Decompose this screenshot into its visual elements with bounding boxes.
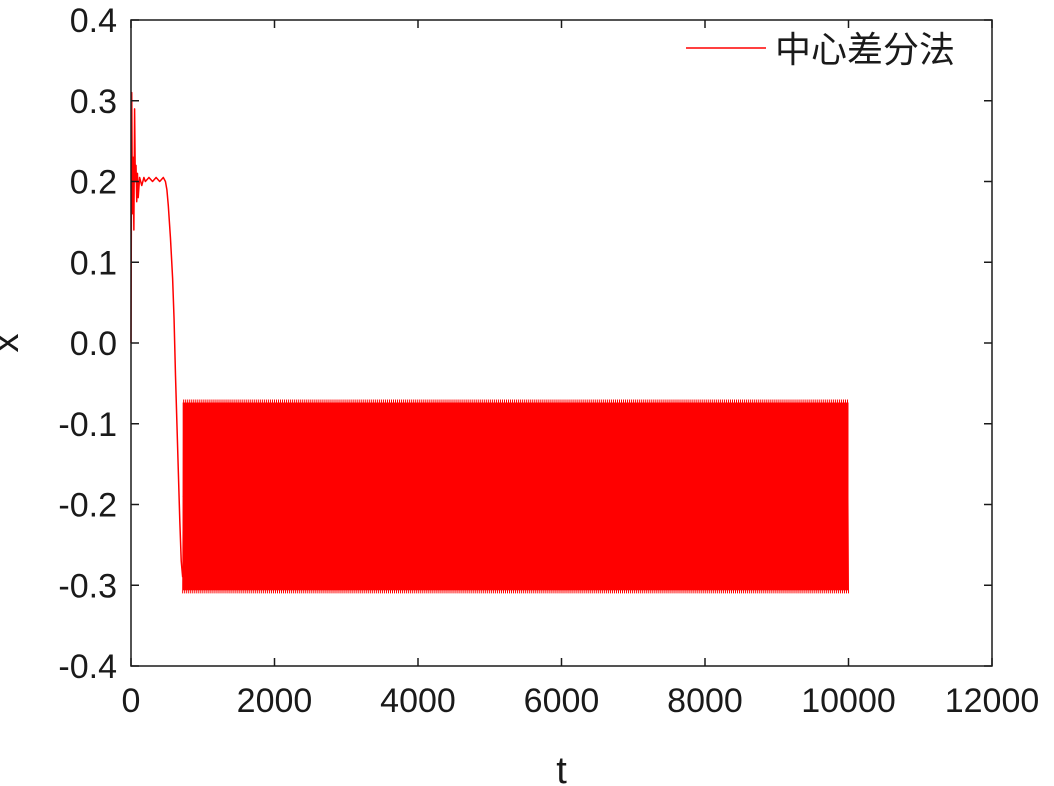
x-axis-label: t <box>556 750 567 786</box>
x-tick-label: 0 <box>122 682 141 720</box>
x-tick-label: 12000 <box>945 682 1040 720</box>
y-tick-label: 0.0 <box>70 325 117 363</box>
legend: 中心差分法 <box>686 30 955 71</box>
series-oscillation <box>182 399 849 594</box>
axis-ticks: 0 2000 4000 6000 8000 10000 12000 0.4 0.3 0.2 0.1 0… <box>58 2 1039 720</box>
y-tick-label: 0.3 <box>70 83 117 121</box>
x-tick-label: 8000 <box>667 682 743 720</box>
x-tick-label: 6000 <box>524 682 600 720</box>
legend-label: 中心差分法 <box>775 30 955 71</box>
y-tick-label: 0.4 <box>70 2 117 40</box>
y-tick-label: -0.4 <box>58 648 117 686</box>
y-tick-label: -0.3 <box>58 567 117 605</box>
y-tick-label: 0.2 <box>70 164 117 202</box>
y-tick-label: -0.2 <box>58 487 117 525</box>
y-tick-label: 0.1 <box>70 244 117 282</box>
x-tick-label: 4000 <box>380 682 456 720</box>
y-axis-label: x <box>0 334 27 353</box>
x-tick-label: 10000 <box>801 682 896 720</box>
y-tick-label: -0.1 <box>58 406 117 444</box>
plot-area <box>130 91 849 594</box>
x-tick-label: 2000 <box>237 682 313 720</box>
series-line <box>130 91 184 578</box>
